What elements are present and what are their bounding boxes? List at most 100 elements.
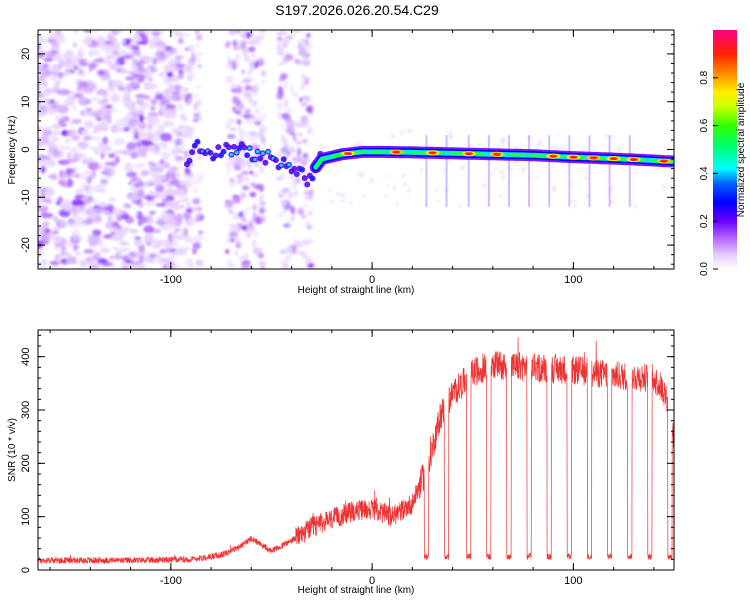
spectrogram-cell: [72, 244, 79, 251]
spectrogram-cell: [226, 55, 231, 60]
spectrogram-cell: [48, 66, 60, 72]
spectrogram-cell: [300, 58, 309, 64]
spectrogram-cell: [177, 148, 182, 154]
colorbar-tick-label: 0.8: [699, 70, 710, 84]
spectrogram-cell: [258, 30, 267, 33]
spectrogram-cell: [187, 132, 194, 140]
spectrogram-cell: [468, 143, 473, 148]
spectrogram-cell: [420, 167, 423, 172]
spectrogram-signal-core: [229, 153, 234, 157]
spectrogram-cell: [304, 256, 313, 262]
spectrogram-cell: [320, 145, 324, 151]
spectrogram-cell: [195, 218, 201, 222]
spectrogram-cell: [275, 101, 285, 110]
spectrogram-cell: [58, 71, 63, 80]
spectrogram-cell: [108, 153, 116, 158]
spectrogram-cell: [78, 205, 85, 213]
spectrogram-cell: [257, 183, 264, 191]
spectrogram-cell: [159, 159, 165, 165]
spectrogram-cell: [154, 191, 161, 196]
spectrogram-cell: [224, 199, 231, 204]
spectrogram-cell: [280, 124, 285, 132]
spectrogram-cell: [94, 58, 105, 63]
spectrogram-cell: [293, 30, 303, 34]
spectrogram-cell: [89, 136, 102, 141]
spectrogram-cell: [250, 76, 254, 82]
spectrogram-cell: [175, 213, 184, 222]
spectrogram-cell: [279, 30, 288, 36]
spectrogram-signal-core: [247, 146, 252, 150]
spectrogram-cell: [172, 169, 179, 173]
spectrogram-cell: [163, 76, 171, 83]
spectrogram-cell: [84, 184, 90, 193]
spectrogram-cell: [109, 196, 116, 202]
spectrogram-cell: [90, 211, 100, 218]
spectrogram-cell: [105, 104, 113, 109]
spectrogram-cell: [154, 180, 165, 186]
spectrogram-cell: [165, 188, 176, 195]
spectrogram-cell: [62, 145, 71, 149]
colorbar-gradient: [713, 30, 737, 269]
spectrogram-cell: [166, 219, 178, 227]
spectrogram-cell: [155, 145, 160, 151]
spectrogram-cell: [252, 212, 257, 218]
spectrogram-signal-core: [234, 151, 239, 155]
spectrogram-cell: [83, 86, 94, 94]
spectrogram-cell: [178, 68, 184, 75]
spectrogram-cell: [175, 234, 184, 241]
spectrogram-cell: [175, 131, 184, 137]
spectrogram-cell: [341, 193, 346, 198]
spectrogram-cell: [240, 43, 246, 51]
spectrogram-cell: [77, 46, 84, 56]
spectrogram-cell: [386, 183, 389, 188]
spectrogram-signal-core: [237, 146, 242, 150]
spectrogram-cell: [277, 62, 284, 67]
spectrogram-cell: [52, 124, 61, 130]
spectrogram-cell: [51, 230, 59, 235]
spectrogram-cell: [245, 231, 251, 238]
spectrogram-cell: [134, 236, 141, 240]
spectrogram-cell: [143, 225, 155, 234]
spectrogram-cell: [187, 202, 191, 209]
spectrogram-cell: [70, 147, 79, 155]
spectrogram-cell: [171, 91, 179, 95]
snr-ticks: -100 0 100 0 100 200 300 400: [20, 330, 674, 587]
spectrogram-cell: [236, 118, 242, 125]
spectrogram-cell: [605, 133, 608, 139]
spectrogram-cell: [234, 251, 239, 256]
spectrogram-cell: [144, 201, 152, 205]
spectrogram-cell: [248, 46, 256, 53]
spectrogram-cell: [290, 205, 296, 215]
spectrogram-cell: [384, 194, 388, 199]
spectrogram-cell: [259, 169, 266, 174]
spectrogram-cell: [82, 170, 93, 176]
snr-plot-area: [38, 337, 674, 565]
spectrogram-cell: [239, 254, 248, 262]
spectrogram-cell: [283, 144, 290, 148]
spectrogram-cell: [130, 151, 139, 159]
spectrogram-cell: [293, 240, 302, 248]
spectrogram-cell: [241, 185, 250, 191]
spectrogram-cell: [72, 173, 81, 179]
spectrogram-cell: [297, 207, 305, 216]
spectrogram-cell: [123, 57, 131, 62]
spectrogram-cell: [133, 238, 143, 247]
spectrogram-cell: [38, 104, 46, 112]
spectrogram-cell: [196, 172, 205, 177]
spectrogram-cell: [277, 110, 283, 120]
spectrogram-cell: [94, 148, 99, 155]
spectrogram-cell: [41, 221, 50, 227]
spectrogram-cell: [181, 173, 188, 178]
spectrogram-cell: [67, 242, 73, 248]
spectrogram-cell: [227, 165, 231, 175]
spectrogram-cell: [285, 54, 294, 61]
spectrogram-cell: [284, 107, 293, 114]
spectrogram-cell: [143, 56, 154, 62]
spectrogram-signal-cell: [301, 175, 308, 182]
spectrogram-cell: [537, 140, 542, 146]
spectrogram-cell: [173, 144, 179, 149]
spectrogram-cell: [251, 239, 257, 248]
spectrogram-y-tick-label: -20: [20, 237, 32, 253]
spectrogram-signal-core: [266, 150, 270, 154]
